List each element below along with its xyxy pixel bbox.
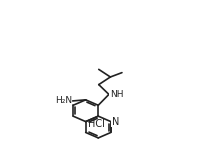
Text: NH: NH [110, 90, 123, 99]
Text: H₂N: H₂N [55, 96, 72, 105]
Text: HCl: HCl [88, 119, 105, 129]
Text: N: N [112, 117, 119, 127]
